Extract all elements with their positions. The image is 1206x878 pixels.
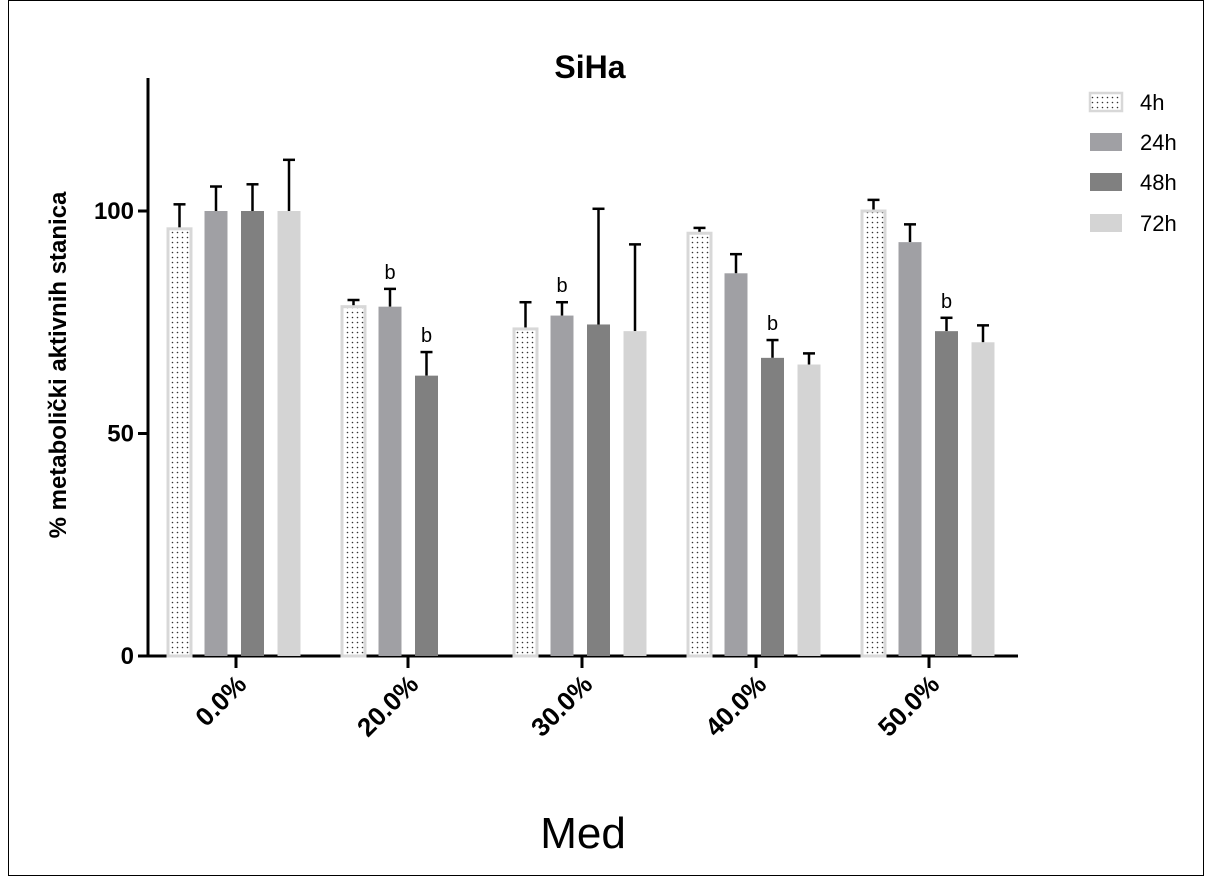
legend-swatch-4h [1088,91,1124,113]
legend-swatch-72h [1090,214,1122,232]
bar-24h [204,211,228,656]
bar-72h [623,331,647,656]
bar-4h [686,231,713,658]
significance-label: b [941,291,952,313]
significance-label: b [421,325,432,347]
bar-72h [971,342,995,656]
chart-title: SiHa [554,49,625,85]
bar-4h [166,227,193,658]
legend-swatch-24h [1090,133,1122,151]
bar-4h [340,305,367,658]
x-tick-label: 0.0% [189,669,252,732]
y-axis-label: % metabolički aktivnih stanica [45,191,72,538]
bar-48h [587,324,610,656]
bar-48h [415,375,438,656]
significance-label: b [384,262,395,284]
legend-label-24h: 24h [1140,130,1177,155]
legend-label-72h: 72h [1140,211,1177,236]
bar-48h [761,357,784,656]
x-axis-label: Med [540,809,626,858]
x-tick-label: 30.0% [525,669,598,742]
legend-label-4h: 4h [1140,90,1164,115]
legend-swatch-48h [1090,173,1122,191]
legend: 4h 24h 48h 72h [1088,90,1177,236]
x-tick-label: 50.0% [872,669,945,742]
bars-group: b b b b b [166,158,995,658]
bar-72h [797,364,821,656]
bar-4h [860,209,887,658]
bar-48h [935,331,958,656]
significance-label: b [556,275,567,297]
bar-48h [241,211,264,656]
bar-24h [550,315,574,656]
bar-72h [277,211,301,656]
y-tick-label: 0 [121,643,134,670]
y-tick-label: 100 [94,198,134,225]
significance-label: b [767,313,778,335]
bar-4h [512,327,539,658]
bar-24h [378,306,402,656]
x-tick-label: 20.0% [351,669,424,742]
x-tick-label: 40.0% [699,669,772,742]
bar-24h [724,273,748,656]
bar-24h [898,242,922,656]
y-tick-label: 50 [107,421,134,448]
legend-label-48h: 48h [1140,170,1177,195]
